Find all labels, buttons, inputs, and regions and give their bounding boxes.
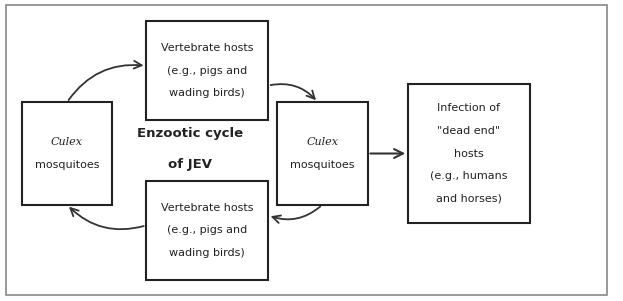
Text: "dead end": "dead end" (437, 126, 500, 136)
Text: wading birds): wading birds) (169, 88, 245, 98)
FancyBboxPatch shape (146, 21, 268, 120)
FancyBboxPatch shape (146, 181, 268, 280)
Text: Vertebrate hosts: Vertebrate hosts (161, 43, 254, 53)
Text: wading birds): wading birds) (169, 248, 245, 258)
Text: mosquitoes: mosquitoes (35, 160, 99, 170)
FancyBboxPatch shape (277, 102, 368, 205)
FancyBboxPatch shape (6, 5, 607, 295)
Text: Vertebrate hosts: Vertebrate hosts (161, 203, 254, 213)
Text: Culex: Culex (51, 137, 83, 147)
Text: (e.g., humans: (e.g., humans (430, 171, 508, 181)
Text: (e.g., pigs and: (e.g., pigs and (167, 66, 247, 76)
Text: and horses): and horses) (436, 194, 502, 204)
Text: mosquitoes: mosquitoes (290, 160, 354, 170)
Text: of JEV: of JEV (168, 157, 212, 171)
FancyBboxPatch shape (408, 84, 530, 223)
Text: Culex: Culex (307, 137, 338, 147)
FancyBboxPatch shape (22, 102, 112, 205)
Text: (e.g., pigs and: (e.g., pigs and (167, 225, 247, 235)
Text: hosts: hosts (454, 148, 483, 159)
Text: Enzootic cycle: Enzootic cycle (137, 127, 243, 141)
Text: Infection of: Infection of (437, 103, 500, 113)
